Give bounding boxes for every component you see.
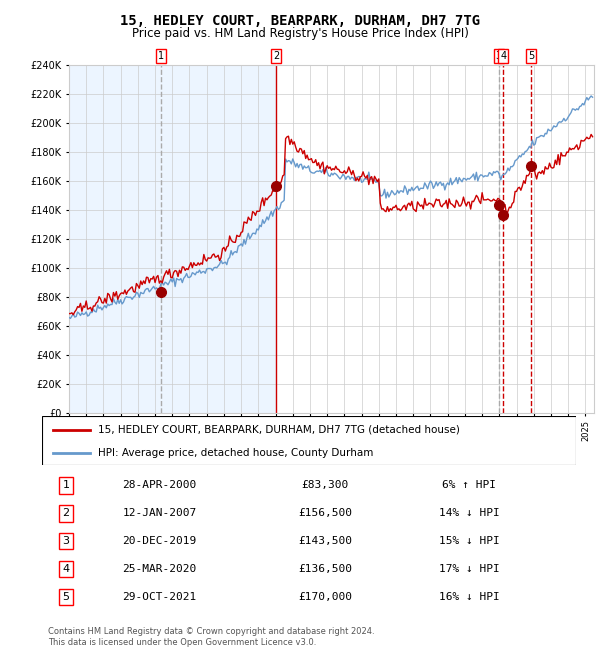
Text: 5: 5 <box>62 592 70 602</box>
Text: 12-JAN-2007: 12-JAN-2007 <box>122 508 197 518</box>
Text: 29-OCT-2021: 29-OCT-2021 <box>122 592 197 602</box>
Text: 15% ↓ HPI: 15% ↓ HPI <box>439 536 500 546</box>
Text: 6% ↑ HPI: 6% ↑ HPI <box>442 480 496 490</box>
Text: 20-DEC-2019: 20-DEC-2019 <box>122 536 197 546</box>
Text: 25-MAR-2020: 25-MAR-2020 <box>122 564 197 574</box>
Text: 28-APR-2000: 28-APR-2000 <box>122 480 197 490</box>
Text: 4: 4 <box>62 564 70 574</box>
Text: 4: 4 <box>500 51 506 61</box>
Text: £136,500: £136,500 <box>298 564 352 574</box>
Text: 17% ↓ HPI: 17% ↓ HPI <box>439 564 500 574</box>
Text: £83,300: £83,300 <box>301 480 349 490</box>
Text: 15, HEDLEY COURT, BEARPARK, DURHAM, DH7 7TG: 15, HEDLEY COURT, BEARPARK, DURHAM, DH7 … <box>120 14 480 29</box>
Text: 1: 1 <box>158 51 164 61</box>
Text: 1: 1 <box>62 480 70 490</box>
Text: 3: 3 <box>62 536 70 546</box>
Text: 16% ↓ HPI: 16% ↓ HPI <box>439 592 500 602</box>
Text: HPI: Average price, detached house, County Durham: HPI: Average price, detached house, Coun… <box>98 448 373 458</box>
Text: 15, HEDLEY COURT, BEARPARK, DURHAM, DH7 7TG (detached house): 15, HEDLEY COURT, BEARPARK, DURHAM, DH7 … <box>98 424 460 435</box>
Bar <box>69 65 276 413</box>
Text: 3: 3 <box>496 51 502 61</box>
Text: Contains HM Land Registry data © Crown copyright and database right 2024.
This d: Contains HM Land Registry data © Crown c… <box>48 627 374 647</box>
FancyBboxPatch shape <box>42 416 576 465</box>
Text: £156,500: £156,500 <box>298 508 352 518</box>
Text: £170,000: £170,000 <box>298 592 352 602</box>
Text: 2: 2 <box>273 51 280 61</box>
Text: 2: 2 <box>62 508 70 518</box>
Text: Price paid vs. HM Land Registry's House Price Index (HPI): Price paid vs. HM Land Registry's House … <box>131 27 469 40</box>
Text: £143,500: £143,500 <box>298 536 352 546</box>
Text: 5: 5 <box>528 51 534 61</box>
Text: 14% ↓ HPI: 14% ↓ HPI <box>439 508 500 518</box>
